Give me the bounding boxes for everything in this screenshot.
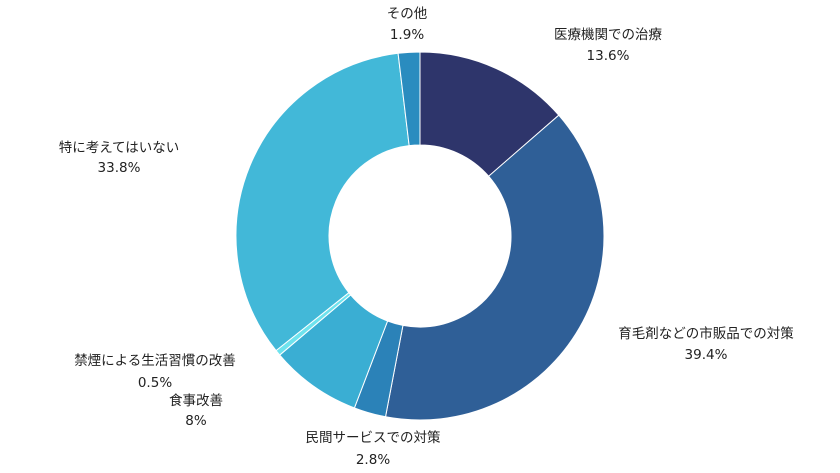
slice-7 (397, 51, 421, 147)
slice-value-4: 8% (185, 413, 207, 429)
slice-2 (384, 114, 605, 421)
slice-value-6: 33.8% (98, 160, 141, 176)
slice-label-5: 禁煙による生活習慣の改善 (74, 353, 236, 369)
slice-value-3: 2.8% (356, 452, 390, 468)
slice-label-2: 育毛剤などの市販品での対策 (618, 325, 794, 342)
slice-value-2: 39.4% (685, 347, 728, 363)
slice-label-3: 民間サービスでの対策 (306, 429, 441, 446)
slice-label-6: 特に考えてはいない (59, 140, 180, 156)
slice-value-1: 13.6% (587, 48, 630, 64)
slice-label-4: 食事改善 (169, 392, 223, 409)
slice-label-7: その他 (387, 6, 428, 22)
slice-label-1: 医療機関での治療 (554, 26, 662, 43)
labels-layer: 医療機関での治療 13.6% 育毛剤などの市販品での対策 39.4% 民間サービスでの対… (59, 6, 795, 468)
slice-value-7: 1.9% (390, 27, 424, 43)
slice-value-5: 0.5% (138, 375, 172, 391)
slice-6 (235, 52, 410, 352)
slices-layer (235, 51, 605, 421)
